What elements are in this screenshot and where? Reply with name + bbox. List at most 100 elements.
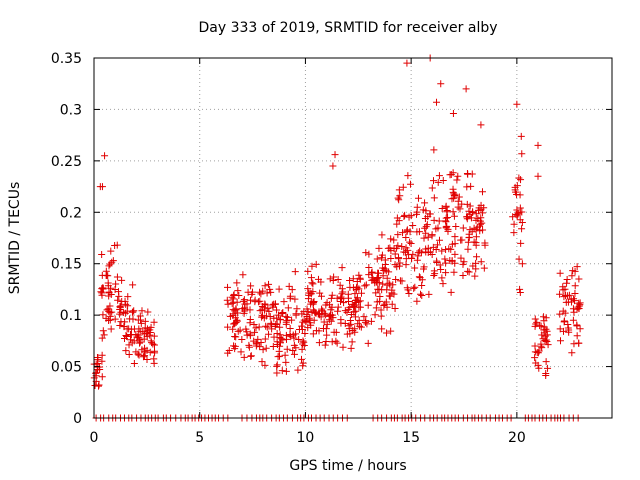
data-point bbox=[105, 262, 113, 270]
data-point bbox=[424, 248, 432, 256]
data-point bbox=[306, 319, 314, 327]
data-point bbox=[560, 327, 568, 335]
data-point bbox=[391, 305, 399, 313]
data-point bbox=[140, 348, 148, 356]
data-point bbox=[275, 285, 283, 293]
data-point bbox=[322, 325, 330, 333]
data-point bbox=[143, 333, 151, 341]
data-point bbox=[233, 279, 241, 287]
data-point bbox=[363, 320, 371, 328]
data-point bbox=[124, 293, 132, 301]
data-point bbox=[394, 231, 402, 239]
data-point bbox=[246, 316, 254, 324]
data-point bbox=[343, 308, 351, 316]
data-point bbox=[413, 297, 421, 305]
data-point bbox=[261, 361, 269, 369]
data-point bbox=[309, 330, 317, 338]
data-point bbox=[122, 347, 130, 355]
data-point bbox=[267, 319, 275, 327]
data-point bbox=[451, 250, 459, 258]
data-point bbox=[430, 216, 438, 224]
data-point bbox=[234, 287, 242, 295]
data-point bbox=[478, 188, 486, 196]
data-point bbox=[381, 256, 389, 264]
data-point bbox=[143, 356, 151, 364]
data-point bbox=[517, 132, 525, 140]
data-point bbox=[237, 348, 245, 356]
data-point bbox=[356, 274, 364, 282]
data-point bbox=[126, 336, 134, 344]
data-point bbox=[368, 269, 376, 277]
data-point bbox=[134, 331, 142, 339]
data-point bbox=[480, 264, 488, 272]
data-point bbox=[346, 303, 354, 311]
data-point bbox=[273, 369, 281, 377]
data-point bbox=[337, 294, 345, 302]
data-point bbox=[98, 289, 106, 297]
data-point bbox=[134, 316, 142, 324]
data-point bbox=[414, 194, 422, 202]
data-point bbox=[375, 285, 383, 293]
data-point bbox=[393, 214, 401, 222]
data-point bbox=[327, 317, 335, 325]
data-point bbox=[151, 349, 159, 357]
data-point bbox=[283, 313, 291, 321]
data-point bbox=[102, 314, 110, 322]
data-point bbox=[111, 315, 119, 323]
data-point bbox=[240, 353, 248, 361]
data-point bbox=[92, 369, 100, 377]
data-point bbox=[571, 282, 579, 290]
data-point bbox=[236, 326, 244, 334]
data-point bbox=[256, 343, 264, 351]
data-point bbox=[410, 284, 418, 292]
data-point bbox=[347, 344, 355, 352]
data-point bbox=[109, 257, 117, 265]
data-point bbox=[137, 319, 145, 327]
data-point bbox=[121, 334, 129, 342]
data-point bbox=[123, 307, 131, 315]
data-point bbox=[403, 284, 411, 292]
data-point bbox=[535, 364, 543, 372]
data-point bbox=[252, 324, 260, 332]
data-point bbox=[573, 321, 581, 329]
outlier-point bbox=[534, 141, 542, 149]
data-point bbox=[108, 258, 116, 266]
data-point bbox=[262, 322, 270, 330]
data-point bbox=[432, 245, 440, 253]
data-point bbox=[451, 233, 459, 241]
data-point bbox=[369, 276, 377, 284]
data-point bbox=[510, 220, 518, 228]
data-point bbox=[561, 309, 569, 317]
data-point bbox=[299, 337, 307, 345]
data-point bbox=[421, 214, 429, 222]
data-point bbox=[479, 226, 487, 234]
data-point bbox=[418, 292, 426, 300]
data-point bbox=[102, 267, 110, 275]
data-point bbox=[387, 254, 395, 262]
data-point bbox=[258, 358, 266, 366]
data-point bbox=[422, 207, 430, 215]
data-point bbox=[280, 298, 288, 306]
data-point bbox=[430, 272, 438, 280]
data-point bbox=[573, 332, 581, 340]
data-point bbox=[273, 330, 281, 338]
data-point bbox=[459, 260, 467, 268]
data-point bbox=[312, 327, 320, 335]
data-point bbox=[455, 193, 463, 201]
data-point bbox=[266, 285, 274, 293]
outlier-point bbox=[433, 98, 441, 106]
data-point bbox=[396, 277, 404, 285]
data-point bbox=[264, 304, 272, 312]
data-point bbox=[391, 250, 399, 258]
data-point bbox=[531, 348, 539, 356]
data-point bbox=[126, 315, 134, 323]
x-tick-label: 5 bbox=[195, 430, 204, 446]
data-point bbox=[557, 337, 565, 345]
data-point bbox=[298, 325, 306, 333]
data-point bbox=[150, 355, 158, 363]
data-point bbox=[300, 338, 308, 346]
data-point bbox=[286, 324, 294, 332]
data-point bbox=[121, 297, 129, 305]
data-point bbox=[533, 318, 541, 326]
